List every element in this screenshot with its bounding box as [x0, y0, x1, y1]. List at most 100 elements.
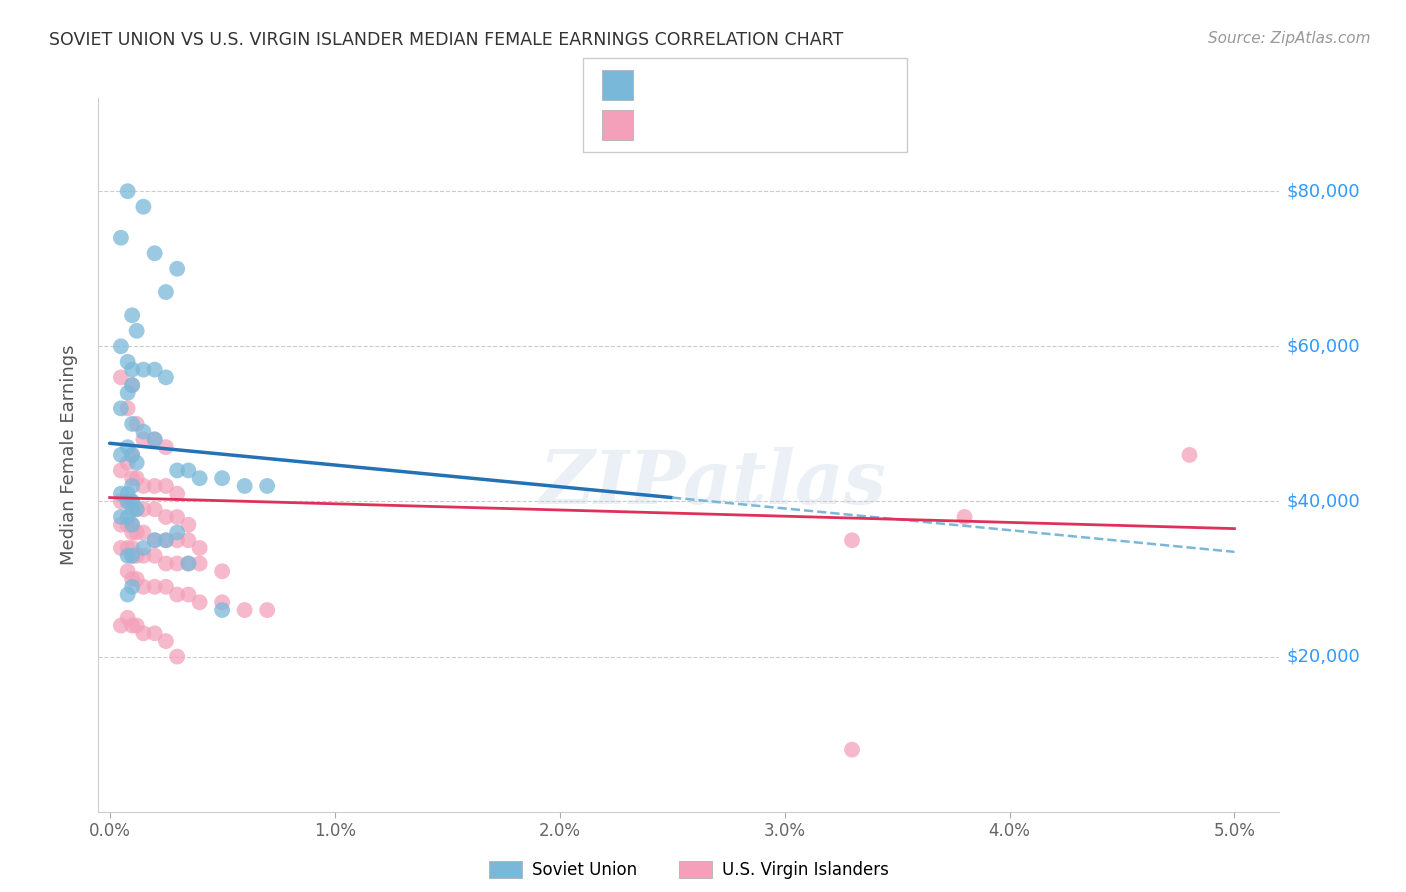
Point: [177, 588, 200, 602]
Point: [143, 549, 166, 563]
Point: [117, 517, 139, 532]
Point: [132, 580, 155, 594]
Point: [132, 626, 155, 640]
Point: [1178, 448, 1201, 462]
Point: [188, 541, 211, 555]
Point: [121, 471, 143, 485]
Point: [143, 502, 166, 516]
Point: [132, 525, 155, 540]
Point: [121, 549, 143, 563]
Point: [117, 588, 139, 602]
Point: [155, 285, 177, 299]
Point: [143, 479, 166, 493]
Point: [188, 595, 211, 609]
Point: [143, 246, 166, 260]
Point: [211, 471, 233, 485]
Text: SOVIET UNION VS U.S. VIRGIN ISLANDER MEDIAN FEMALE EARNINGS CORRELATION CHART: SOVIET UNION VS U.S. VIRGIN ISLANDER MED…: [49, 31, 844, 49]
Point: [121, 541, 143, 555]
Point: [132, 425, 155, 439]
Point: [841, 742, 863, 756]
Point: [117, 611, 139, 625]
Point: [177, 533, 200, 548]
Point: [110, 618, 132, 632]
Legend: Soviet Union, U.S. Virgin Islanders: Soviet Union, U.S. Virgin Islanders: [482, 854, 896, 886]
Point: [177, 463, 200, 477]
Text: 50: 50: [778, 78, 803, 95]
Point: [211, 595, 233, 609]
Point: [143, 433, 166, 447]
Point: [110, 494, 132, 508]
Point: [121, 448, 143, 462]
Point: [155, 557, 177, 571]
Point: [121, 308, 143, 322]
Point: [117, 440, 139, 454]
Point: [132, 200, 155, 214]
Point: [256, 603, 278, 617]
Point: [121, 502, 143, 516]
Point: [125, 324, 148, 338]
Point: [841, 533, 863, 548]
Point: [143, 626, 166, 640]
Point: [121, 378, 143, 392]
Text: N =: N =: [740, 117, 792, 135]
Point: [121, 417, 143, 431]
Point: [117, 355, 139, 369]
Point: [121, 494, 143, 508]
Point: [125, 525, 148, 540]
Point: [155, 533, 177, 548]
Point: [166, 510, 188, 524]
Point: [117, 486, 139, 500]
Point: [110, 448, 132, 462]
Point: [121, 479, 143, 493]
Text: R =: R =: [644, 78, 683, 95]
Text: $20,000: $20,000: [1286, 648, 1360, 665]
Point: [121, 517, 143, 532]
Point: [166, 525, 188, 540]
Point: [166, 463, 188, 477]
Point: [177, 517, 200, 532]
Point: [155, 580, 177, 594]
Point: [117, 510, 139, 524]
Point: [166, 649, 188, 664]
Point: [110, 339, 132, 353]
Point: [132, 479, 155, 493]
Point: [125, 549, 148, 563]
Point: [117, 541, 139, 555]
Point: [125, 502, 148, 516]
Point: [110, 486, 132, 500]
Point: [125, 456, 148, 470]
Point: [155, 479, 177, 493]
Point: [121, 494, 143, 508]
Point: [121, 525, 143, 540]
Point: [132, 549, 155, 563]
Point: [110, 510, 132, 524]
Point: [155, 510, 177, 524]
Point: [117, 401, 139, 416]
Point: [166, 588, 188, 602]
Point: [110, 370, 132, 384]
Text: -0.126: -0.126: [675, 117, 733, 135]
Point: [211, 564, 233, 578]
Point: [233, 603, 256, 617]
Point: [143, 362, 166, 376]
Point: [155, 440, 177, 454]
Point: [132, 541, 155, 555]
Point: [121, 618, 143, 632]
Point: [953, 510, 976, 524]
Point: [121, 517, 143, 532]
Point: [155, 634, 177, 648]
Point: [125, 417, 148, 431]
Point: [211, 603, 233, 617]
Point: [125, 502, 148, 516]
Text: N =: N =: [740, 78, 792, 95]
Point: [121, 362, 143, 376]
Point: [143, 580, 166, 594]
Point: [143, 533, 166, 548]
Point: [188, 471, 211, 485]
Point: [177, 557, 200, 571]
Point: [121, 580, 143, 594]
Point: [125, 618, 148, 632]
Point: [121, 572, 143, 586]
Point: [117, 564, 139, 578]
Point: [155, 533, 177, 548]
